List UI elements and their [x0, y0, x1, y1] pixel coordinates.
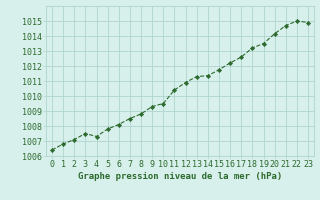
X-axis label: Graphe pression niveau de la mer (hPa): Graphe pression niveau de la mer (hPa) [78, 172, 282, 181]
